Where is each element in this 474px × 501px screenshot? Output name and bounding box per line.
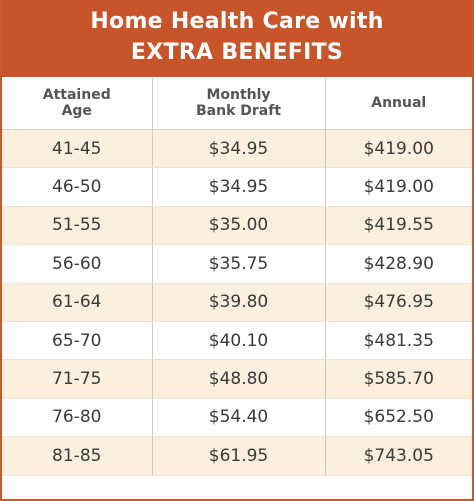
cell-age: 71-75: [2, 359, 152, 399]
cell-age: 41-45: [2, 129, 152, 169]
header-age-line-1: Attained: [42, 87, 111, 103]
header-age-line-2: Age: [61, 103, 92, 119]
cell-annual: $428.90: [324, 244, 472, 284]
header-annual: Annual: [324, 77, 472, 130]
cell-monthly: $34.95: [151, 167, 325, 207]
cell-monthly: $54.40: [151, 398, 325, 438]
table-row: 65-70 $40.10 $481.35: [2, 321, 472, 361]
cell-monthly: $34.95: [151, 129, 325, 169]
cell-annual: $585.70: [324, 359, 472, 399]
title-banner: Home Health Care with EXTRA BENEFITS: [2, 0, 472, 77]
header-monthly-line-1: Monthly: [206, 87, 271, 103]
rate-table: Attained Age Monthly Bank Draft Annual 4…: [2, 77, 472, 476]
table-row: 61-64 $39.80 $476.95: [2, 283, 472, 322]
table-row: 56-60 $35.75 $428.90: [2, 244, 472, 284]
header-monthly-line-2: Bank Draft: [195, 103, 282, 119]
cell-age: 65-70: [2, 321, 152, 361]
title-line-1: Home Health Care with: [90, 9, 384, 34]
cell-age: 81-85: [2, 436, 152, 476]
cell-monthly: $39.80: [151, 283, 325, 322]
table-row: 41-45 $34.95 $419.00: [2, 129, 472, 169]
cell-annual: $652.50: [324, 398, 472, 438]
cell-monthly: $61.95: [151, 436, 325, 476]
header-attained-age: Attained Age: [2, 77, 152, 130]
table-row: 81-85 $61.95 $743.05: [2, 436, 472, 476]
cell-age: 56-60: [2, 244, 152, 284]
cell-annual: $419.00: [324, 129, 472, 169]
cell-annual: $743.05: [324, 436, 472, 476]
cell-annual: $419.55: [324, 206, 472, 246]
table-header: Attained Age Monthly Bank Draft Annual: [2, 77, 472, 130]
cell-age: 46-50: [2, 167, 152, 207]
cell-monthly: $48.80: [151, 359, 325, 399]
cell-age: 51-55: [2, 206, 152, 246]
cell-annual: $481.35: [324, 321, 472, 361]
title-line-2: EXTRA BENEFITS: [130, 40, 344, 65]
cell-annual: $419.00: [324, 167, 472, 207]
header-monthly-bank-draft: Monthly Bank Draft: [151, 77, 325, 130]
cell-age: 76-80: [2, 398, 152, 438]
cell-monthly: $35.00: [151, 206, 325, 246]
table-row: 46-50 $34.95 $419.00: [2, 167, 472, 207]
cell-age: 61-64: [2, 283, 152, 322]
table-row: 71-75 $48.80 $585.70: [2, 359, 472, 399]
table-row: 51-55 $35.00 $419.55: [2, 206, 472, 246]
header-annual-line-1: Annual: [371, 95, 427, 111]
cell-monthly: $35.75: [151, 244, 325, 284]
cell-annual: $476.95: [324, 283, 472, 322]
cell-monthly: $40.10: [151, 321, 325, 361]
table-body: 41-45 $34.95 $419.00 46-50 $34.95 $419.00 51-5…: [2, 129, 472, 476]
table-row: 76-80 $54.40 $652.50: [2, 398, 472, 438]
